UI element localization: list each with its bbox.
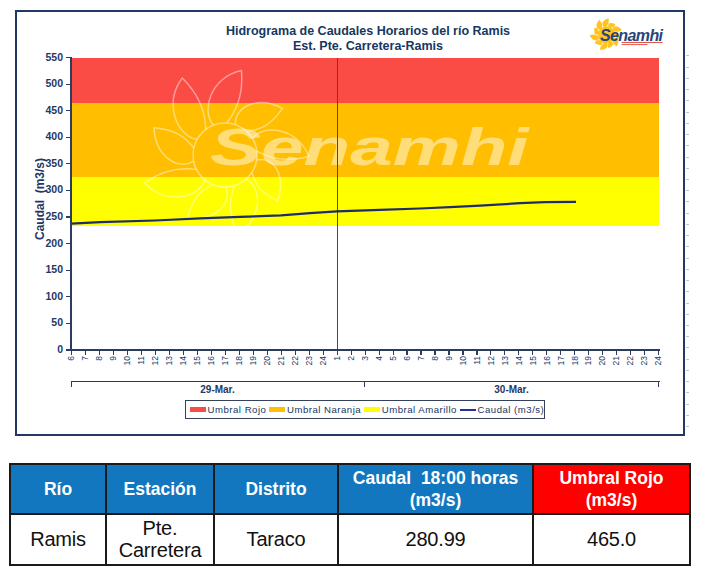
svg-text:Senamhi: Senamhi [600,27,664,44]
